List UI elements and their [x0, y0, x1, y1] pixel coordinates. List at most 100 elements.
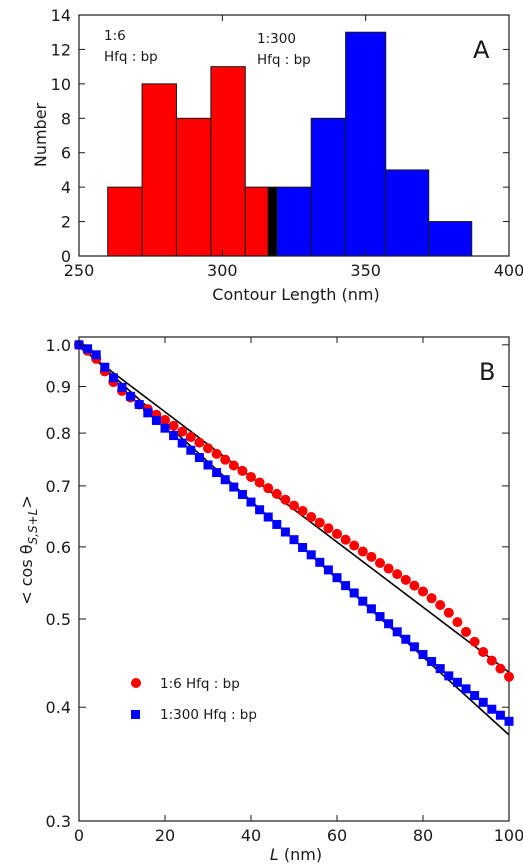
point-1-300-47 — [478, 697, 488, 707]
point-1-300-11 — [169, 431, 179, 441]
point-1-300-33 — [358, 596, 368, 606]
point-1-6-24 — [280, 494, 291, 505]
bar-1-300-1 — [310, 117, 347, 257]
point-1-300-41 — [427, 657, 437, 667]
panel-a-x-axis-title: Contour Length (nm) — [212, 285, 379, 304]
point-1-300-5 — [117, 382, 127, 392]
point-1-6-17 — [220, 454, 231, 465]
point-1-300-23 — [272, 519, 282, 529]
bar-1-300-3 — [385, 169, 430, 257]
x-title-italic: L — [270, 845, 279, 864]
point-1-300-12 — [177, 438, 187, 448]
x-tick-label-250: 250 — [64, 261, 95, 280]
x-title-rest: (nm) — [279, 845, 322, 864]
point-1-6-12 — [177, 426, 188, 437]
bar-1-300-4 — [428, 221, 473, 257]
panel-a-y-axis-title: Number — [31, 102, 50, 167]
panel-a-frame — [78, 14, 510, 257]
panel-b-y-axis-title: < cos θS,S+L> — [17, 495, 40, 605]
point-1-6-47 — [478, 646, 489, 657]
annotation-1-300-line2: Hfq : bp — [257, 52, 311, 68]
point-1-300-46 — [470, 691, 480, 701]
y-tick-label-14: 14 — [51, 6, 71, 25]
x-tick-label-350: 350 — [350, 261, 381, 280]
point-1-300-28 — [315, 557, 325, 567]
y-tick-label-0: 0 — [61, 247, 71, 266]
bar-1-6-3 — [210, 66, 246, 257]
panel-letter-a: A — [473, 36, 490, 64]
point-1-6-50 — [504, 671, 514, 682]
point-1-6-20 — [246, 471, 256, 482]
bar-1-6-4 — [244, 186, 269, 257]
y-tick-label-2: 2 — [61, 213, 71, 232]
panel-b-correlation: 0 20 40 60 80 100 0.3 0.4 0.5 0.6 0.7 0.8 0.9 1.0 B 1… — [17, 336, 523, 864]
annotation-1-6-line1: 1:6 — [104, 28, 126, 44]
point-1-300-9 — [151, 415, 161, 425]
bar-1-6-1 — [141, 83, 177, 257]
point-1-300-14 — [194, 453, 204, 463]
y-title-prefix: < cos θ — [17, 544, 36, 604]
point-1-300-36 — [384, 619, 394, 629]
x-tick-label-400: 400 — [494, 261, 523, 280]
b-y-tick-label-5: 0.8 — [46, 424, 71, 443]
bar-1-6-0 — [107, 186, 143, 257]
b-y-tick-label-4: 0.7 — [46, 477, 71, 496]
point-1-300-40 — [418, 650, 428, 660]
point-1-300-20 — [246, 497, 256, 507]
point-1-300-50 — [504, 716, 514, 726]
point-1-6-37 — [392, 569, 403, 580]
point-1-300-4 — [108, 373, 118, 383]
point-1-6-19 — [237, 465, 248, 476]
point-1-300-38 — [401, 634, 411, 644]
point-1-300-31 — [341, 581, 351, 591]
histogram-bars — [107, 31, 473, 257]
point-1-6-40 — [418, 586, 428, 597]
point-1-6-39 — [409, 580, 420, 591]
b-x-tick-label-0: 0 — [74, 826, 84, 845]
point-1-6-26 — [297, 505, 308, 516]
point-1-6-21 — [254, 477, 265, 488]
b-x-tick-label-20: 20 — [155, 826, 175, 845]
point-1-300-45 — [461, 684, 471, 694]
point-1-300-19 — [237, 489, 247, 499]
y-title-suffix: > — [17, 495, 36, 508]
point-1-6-35 — [375, 558, 385, 569]
bar-1-6-2 — [175, 117, 212, 257]
point-1-300-43 — [444, 671, 454, 681]
legend-label-1-300: 1:300 Hfq : bp — [160, 707, 257, 723]
legend-marker-1-300 — [131, 710, 140, 719]
point-1-300-30 — [332, 573, 342, 583]
point-1-6-42 — [435, 599, 446, 610]
bar-1-300-0 — [276, 186, 312, 257]
point-1-6-28 — [314, 517, 325, 528]
point-1-300-48 — [487, 704, 497, 714]
legend-label-1-6: 1:6 Hfq : bp — [160, 676, 240, 692]
point-1-6-38 — [400, 574, 411, 585]
point-1-6-32 — [349, 540, 360, 551]
point-1-6-15 — [203, 443, 213, 454]
point-1-6-25 — [289, 500, 299, 511]
annotation-1-6-line2: Hfq : bp — [104, 49, 158, 65]
point-1-6-46 — [469, 636, 480, 647]
panel-b-x-axis-title: L (nm) — [270, 845, 322, 864]
point-1-300-8 — [143, 408, 153, 418]
point-1-300-1 — [83, 344, 93, 354]
point-1-6-29 — [323, 523, 334, 534]
point-1-6-13 — [185, 432, 196, 443]
point-1-300-10 — [160, 423, 170, 433]
point-1-300-15 — [203, 460, 213, 470]
point-1-6-22 — [263, 483, 274, 494]
point-1-300-3 — [100, 362, 110, 372]
b-x-tick-label-100: 100 — [494, 826, 523, 845]
b-y-tick-label-3: 0.6 — [46, 538, 71, 557]
point-1-300-7 — [134, 399, 144, 409]
y-tick-label-12: 12 — [51, 40, 71, 59]
point-1-6-10 — [160, 414, 170, 425]
point-1-300-42 — [435, 664, 445, 674]
point-1-300-32 — [349, 588, 359, 598]
point-1-6-23 — [271, 488, 282, 499]
point-1-6-33 — [357, 546, 368, 557]
point-1-300-16 — [212, 468, 222, 478]
point-1-6-14 — [194, 437, 205, 448]
b-y-tick-label-2: 0.5 — [46, 610, 71, 629]
